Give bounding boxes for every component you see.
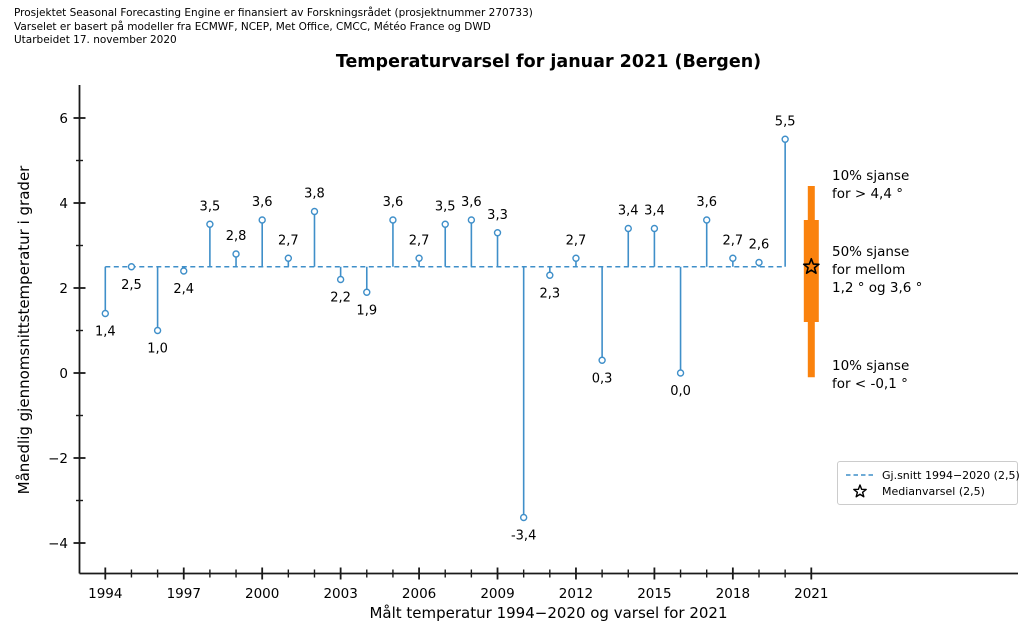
x-axis-label: Målt temperatur 1994−2020 og varsel for … — [369, 604, 728, 622]
marker-2001 — [284, 254, 293, 262]
marker-2017 — [703, 216, 711, 224]
marker-2011 — [546, 271, 554, 279]
value-label-2003: 2,2 — [330, 291, 351, 306]
y-axis-label: Månedlig gjennomsnittstemperatur i grade… — [15, 165, 33, 495]
value-label-2013: 0,3 — [592, 371, 613, 386]
annotation-50pct-mid: 50% sjanse for mellom 1,2 ° og 3,6 ° — [832, 244, 923, 296]
value-label-2018: 2,7 — [723, 233, 744, 248]
value-label-2007: 3,5 — [435, 199, 456, 214]
x-tick-label-2021: 2021 — [794, 586, 828, 602]
value-label-2008: 3,6 — [461, 195, 482, 210]
marker-2019 — [755, 258, 763, 267]
x-tick-label-2000: 2000 — [245, 586, 279, 602]
marker-1997 — [180, 267, 188, 275]
value-label-2009: 3,3 — [487, 208, 508, 223]
legend: Gj.snitt 1994−2020 (2,5) Medianvarsel (2… — [837, 461, 1020, 505]
marker-2002 — [310, 207, 319, 216]
marker-2000 — [258, 216, 266, 224]
y-tick-label-6: 6 — [59, 111, 68, 127]
value-label-2002: 3,8 — [304, 187, 325, 202]
marker-2015 — [650, 224, 659, 233]
marker-2009 — [493, 229, 502, 237]
attribution-line-3: Utarbeidet 17. november 2020 — [14, 34, 177, 47]
value-label-2001: 2,7 — [278, 233, 299, 248]
x-tick-label-2003: 2003 — [323, 586, 357, 602]
value-label-2011: 2,3 — [539, 286, 560, 301]
attribution-line-1: Prosjektet Seasonal Forecasting Engine e… — [14, 7, 533, 19]
marker-2012 — [572, 254, 580, 262]
y-tick-label-0: 0 — [59, 366, 68, 382]
value-label-1999: 2,8 — [226, 229, 247, 244]
marker-2007 — [441, 220, 449, 228]
value-label-2017: 3,6 — [696, 195, 717, 210]
y-tick-label-4: 4 — [59, 196, 68, 212]
x-tick-label-1994: 1994 — [88, 586, 122, 602]
marker-2020 — [781, 135, 789, 143]
value-label-2012: 2,7 — [566, 233, 587, 248]
chart-title: Temperaturvarsel for januar 2021 (Bergen… — [335, 52, 762, 72]
marker-2005 — [389, 216, 397, 224]
marker-1994 — [101, 309, 110, 318]
x-tick-label-2009: 2009 — [480, 586, 514, 602]
marker-2010 — [519, 513, 528, 522]
y-tick-label--2: −2 — [48, 451, 68, 467]
y-tick-label-2: 2 — [59, 281, 68, 297]
x-tick-label-2006: 2006 — [402, 586, 436, 602]
value-label-2010: -3,4 — [511, 529, 536, 544]
legend-item-mean: Gj.snitt 1994−2020 (2,5) — [845, 467, 1020, 483]
median-forecast-star-icon — [802, 257, 820, 275]
marker-2003 — [336, 275, 345, 284]
x-tick-label-2015: 2015 — [637, 586, 671, 602]
dashed-line-swatch-icon — [845, 472, 875, 478]
value-label-2006: 2,7 — [409, 233, 430, 248]
value-label-1995: 2,5 — [121, 278, 142, 293]
annotation-10pct-low: 10% sjanse for < -0,1 ° — [832, 358, 910, 392]
star-swatch-icon — [845, 483, 875, 499]
marker-2004 — [363, 288, 371, 296]
value-label-2019: 2,6 — [749, 238, 770, 253]
value-label-2015: 3,4 — [644, 204, 665, 219]
value-label-1994: 1,4 — [95, 325, 116, 340]
annotation-10pct-high: 10% sjanse for > 4,4 ° — [832, 168, 910, 202]
marker-1996 — [153, 326, 162, 335]
value-label-2004: 1,9 — [356, 303, 377, 318]
legend-median-label: Medianvarsel (2,5) — [882, 484, 985, 498]
value-label-1998: 3,5 — [200, 199, 221, 214]
marker-2014 — [624, 224, 632, 233]
marker-2016 — [676, 369, 685, 377]
legend-mean-label: Gj.snitt 1994−2020 (2,5) — [882, 468, 1020, 482]
marker-2013 — [598, 356, 606, 364]
y-tick-label--4: −4 — [48, 536, 68, 552]
attribution-text: Prosjektet Seasonal Forecasting Engine e… — [14, 7, 533, 48]
marker-2006 — [415, 254, 423, 262]
x-tick-label-1997: 1997 — [167, 586, 201, 602]
value-label-2014: 3,4 — [618, 204, 639, 219]
x-tick-label-2018: 2018 — [716, 586, 750, 602]
attribution-line-2: Varselet er basert på modeller fra ECMWF… — [14, 20, 491, 33]
value-label-2016: 0,0 — [670, 384, 691, 399]
legend-item-median: Medianvarsel (2,5) — [845, 483, 1010, 499]
value-label-1996: 1,0 — [147, 342, 168, 357]
value-label-2020: 5,5 — [775, 114, 796, 129]
marker-2008 — [467, 216, 476, 224]
value-label-1997: 2,4 — [173, 282, 194, 297]
marker-1999 — [232, 250, 240, 258]
x-tick-label-2012: 2012 — [559, 586, 593, 602]
marker-1998 — [206, 220, 214, 228]
value-label-2000: 3,6 — [252, 195, 273, 210]
value-label-2005: 3,6 — [383, 195, 404, 210]
marker-2018 — [729, 254, 737, 262]
marker-1995 — [127, 263, 136, 271]
